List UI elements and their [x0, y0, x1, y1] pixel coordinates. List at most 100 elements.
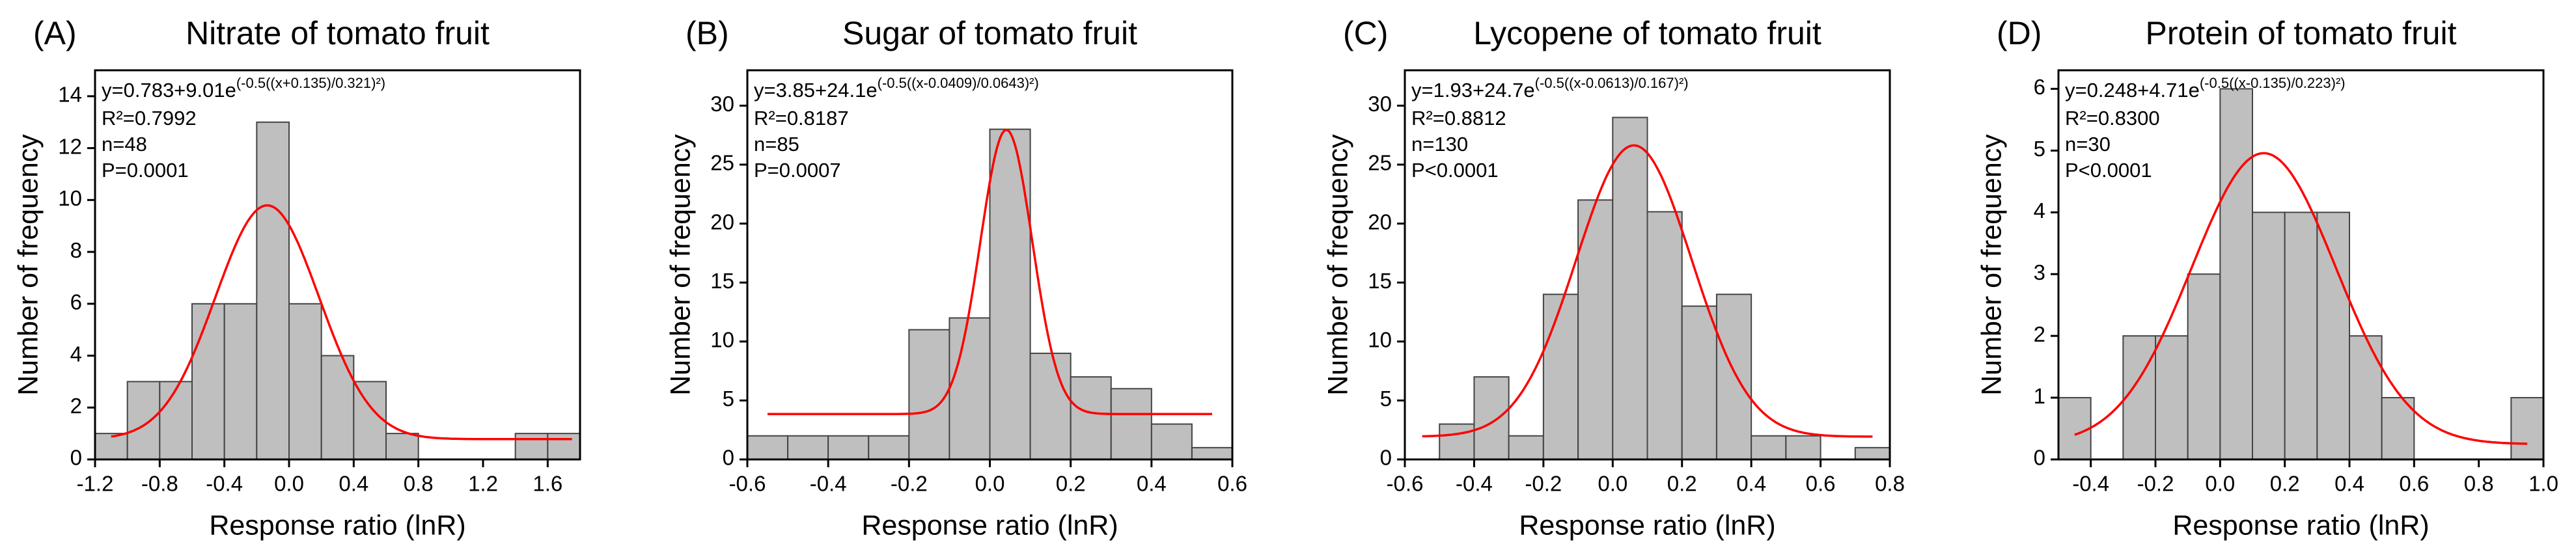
x-tick-label: 0.6: [1217, 472, 1247, 496]
y-tick-label: 8: [70, 238, 82, 262]
p-value: P<0.0001: [1411, 159, 1499, 182]
bar: [1785, 435, 1821, 460]
equation-base: y=0.783+9.01e: [102, 79, 236, 102]
y-tick-label: 6: [2034, 75, 2045, 99]
x-axis-label: Response ratio (lnR): [2172, 510, 2429, 541]
panel-label: (C): [1343, 15, 1388, 51]
x-tick-label: -0.2: [891, 472, 928, 496]
y-tick-label: 25: [1368, 151, 1392, 175]
bar: [2187, 273, 2221, 460]
y-tick-label: 0: [723, 446, 734, 470]
bar: [256, 121, 290, 460]
bar: [2316, 211, 2350, 460]
x-axis-label: Response ratio (lnR): [209, 510, 465, 541]
x-tick-label: 0.8: [1875, 472, 1905, 496]
r-squared: R²=0.8187: [754, 107, 849, 130]
panel-label: (D): [1997, 15, 2042, 51]
bar: [2510, 397, 2544, 460]
x-tick-label: -0.4: [1456, 472, 1493, 496]
bar: [1715, 293, 1752, 461]
r-squared: R²=0.7992: [102, 107, 197, 130]
x-tick-label: 0.2: [1667, 472, 1697, 496]
y-tick-label: 4: [2034, 198, 2045, 223]
x-axis-label: Response ratio (lnR): [1519, 510, 1775, 541]
bar: [126, 381, 161, 461]
x-tick-label: -0.4: [206, 472, 243, 496]
panel-label: (B): [686, 15, 729, 51]
fit-curve: [768, 128, 1212, 415]
y-tick-label: 20: [1368, 210, 1392, 234]
x-tick-label: -0.6: [729, 472, 766, 496]
chart-title: Protein of tomato fruit: [2145, 15, 2456, 51]
bar: [191, 303, 225, 460]
y-tick-label: 2: [2034, 322, 2045, 346]
x-axis-label: Response ratio (lnR): [861, 510, 1118, 541]
x-tick-label: -0.4: [810, 472, 847, 496]
y-tick-label: 20: [710, 210, 734, 234]
plot-frame: [94, 69, 581, 461]
r-squared: R²=0.8812: [1411, 107, 1506, 130]
y-tick-label: 5: [1380, 387, 1392, 411]
x-tick-label: 1.0: [2528, 472, 2558, 496]
chart-title: Sugar of tomato fruit: [842, 15, 1137, 51]
y-tick-label: 0: [1380, 446, 1392, 470]
equation: y=0.783+9.01e(-0.5((x+0.135)/0.321)²): [102, 75, 385, 102]
chart-title: Nitrate of tomato fruit: [186, 15, 490, 51]
y-tick-label: 3: [2034, 260, 2045, 284]
bar: [1070, 376, 1112, 460]
y-tick-label: 5: [723, 387, 734, 411]
bar: [223, 303, 258, 460]
equation-exponent: (-0.5((x+0.135)/0.321)²): [236, 75, 385, 91]
y-tick-label: 14: [58, 83, 82, 107]
x-tick-label: 0.8: [404, 472, 434, 496]
x-tick-label: 0.2: [2270, 472, 2300, 496]
equation: y=3.85+24.1e(-0.5((x-0.0409)/0.0643)²): [754, 75, 1039, 102]
bar: [949, 317, 991, 460]
equation-exponent: (-0.5((x-0.0409)/0.0643)²): [878, 75, 1039, 91]
equation-exponent: (-0.5((x-0.0613)/0.167)²): [1535, 75, 1689, 91]
panel-label: (A): [33, 15, 77, 51]
equation-base: y=0.248+4.71e: [2065, 79, 2200, 102]
bar: [1110, 388, 1152, 460]
equation-exponent: (-0.5((x-0.135)/0.223)²): [2200, 75, 2346, 91]
x-tick-label: 1.2: [468, 472, 498, 496]
bar: [514, 433, 549, 461]
bar: [1191, 446, 1233, 460]
y-tick-label: 25: [710, 151, 734, 175]
bar: [2349, 335, 2383, 461]
bar: [2155, 335, 2189, 461]
x-tick-label: -0.6: [1387, 472, 1424, 496]
bar: [989, 128, 1031, 461]
y-tick-label: 15: [710, 269, 734, 293]
y-tick-label: 15: [1368, 269, 1392, 293]
x-tick-label: 0.8: [2464, 472, 2494, 496]
y-axis-label: Number of frequency: [665, 134, 696, 396]
x-tick-label: 0.0: [1598, 472, 1627, 496]
bar: [1508, 435, 1544, 460]
y-axis-label: Number of frequency: [1976, 134, 2007, 396]
x-tick-label: -0.8: [141, 472, 178, 496]
x-tick-label: 0.6: [2399, 472, 2429, 496]
sample-size: n=130: [1411, 133, 1468, 156]
bar: [908, 329, 950, 460]
equation-base: y=1.93+24.7e: [1411, 79, 1535, 102]
y-tick-label: 5: [2034, 137, 2045, 161]
x-tick-label: -0.2: [2137, 472, 2174, 496]
plot-frame: [1404, 69, 1891, 461]
bar: [747, 435, 789, 460]
sample-size: n=30: [2065, 133, 2111, 156]
bar: [385, 433, 419, 461]
p-value: P=0.0007: [754, 159, 841, 182]
x-tick-label: 0.0: [274, 472, 304, 496]
y-tick-label: 12: [58, 134, 82, 158]
x-tick-label: -1.2: [77, 472, 114, 496]
sample-size: n=85: [754, 133, 799, 156]
bar: [1029, 352, 1072, 461]
fit-curve: [111, 204, 572, 441]
y-tick-label: 1: [2034, 384, 2045, 408]
y-tick-label: 4: [70, 342, 82, 366]
fit-curve: [2074, 152, 2528, 445]
x-tick-label: -0.2: [1525, 472, 1562, 496]
bar: [2284, 211, 2318, 460]
